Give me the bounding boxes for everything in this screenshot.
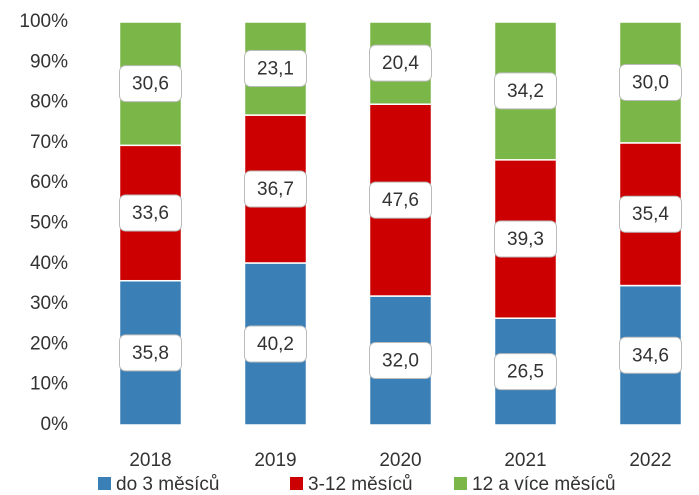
data-label-box [619,63,682,101]
data-label-box [494,220,557,258]
data-label-box [369,181,432,219]
data-label-box [494,353,557,391]
y-tick-label: 20% [30,333,68,354]
x-tick-label: 2021 [504,450,546,471]
y-tick-label: 60% [30,172,68,193]
y-tick-label: 50% [30,213,68,234]
y-tick-label: 70% [30,132,68,153]
data-label: 35,8 [132,343,169,364]
data-label: 35,4 [632,204,669,225]
y-tick-label: 80% [30,92,68,113]
legend-label: do 3 měsíců [116,474,220,495]
y-tick-label: 90% [30,51,68,72]
data-label: 34,2 [507,81,544,102]
data-label: 34,6 [632,345,669,366]
data-label: 26,5 [507,362,544,383]
legend-swatch [454,477,467,490]
data-label: 47,6 [382,190,419,211]
data-label: 30,0 [632,72,669,93]
data-label: 36,7 [257,179,294,200]
legend-label: 3-12 měsíců [308,474,413,495]
data-label-box [369,342,432,380]
data-label: 33,6 [132,203,169,224]
legend-swatch [290,477,303,490]
y-tick-label: 10% [30,374,68,395]
legend-label: 12 a více měsíců [472,474,616,495]
y-tick-label: 40% [30,253,68,274]
data-label-box [369,44,432,82]
data-label-box [119,65,182,103]
data-label-box [619,336,682,374]
data-label-box [619,195,682,233]
data-label-box [119,334,182,372]
data-label: 23,1 [257,59,294,80]
data-label-box [494,72,557,110]
x-tick-label: 2018 [129,450,171,471]
y-tick-label: 0% [41,414,69,435]
data-label-box [244,50,307,88]
data-label: 39,3 [507,229,544,250]
data-label-box [244,170,307,208]
legend-swatch [98,477,111,490]
data-label-box [244,325,307,363]
data-label: 32,0 [382,351,419,372]
data-label: 30,6 [132,74,169,95]
data-label: 20,4 [382,53,419,74]
x-tick-label: 2019 [254,450,296,471]
x-tick-label: 2022 [629,450,671,471]
x-tick-label: 2020 [379,450,421,471]
y-tick-label: 100% [19,11,68,32]
data-label-box [119,194,182,232]
data-label: 40,2 [257,334,294,355]
y-tick-label: 30% [30,293,68,314]
